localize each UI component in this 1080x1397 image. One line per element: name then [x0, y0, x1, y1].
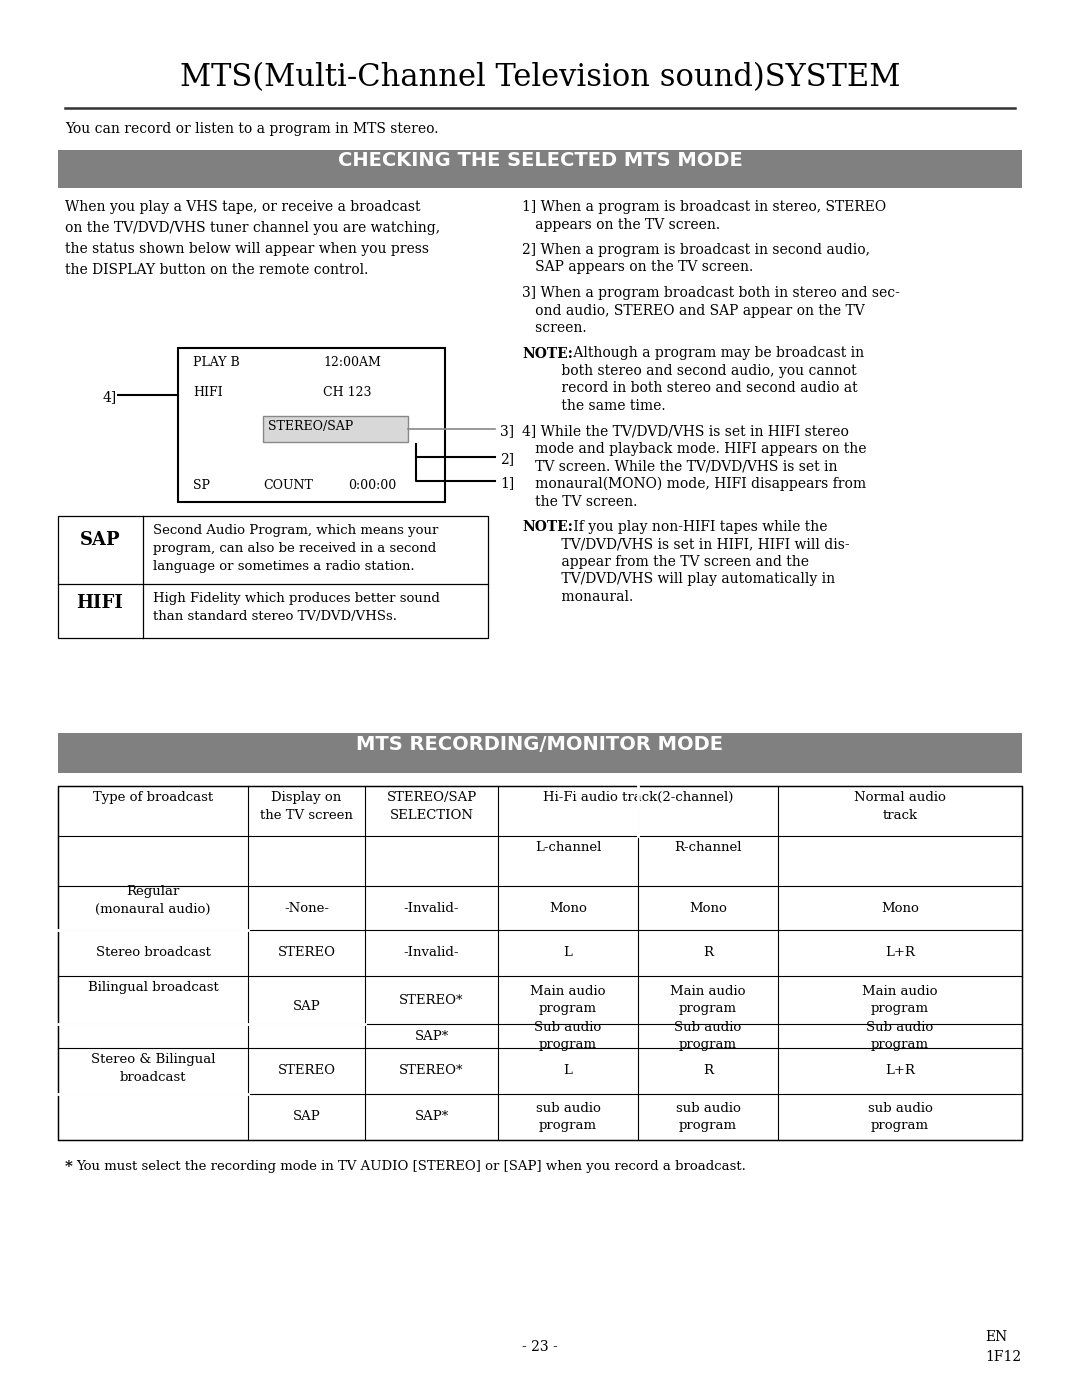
Text: Mono: Mono	[881, 901, 919, 915]
Text: Sub audio
program: Sub audio program	[535, 1021, 602, 1051]
Text: the same time.: the same time.	[522, 400, 665, 414]
Text: STEREO: STEREO	[278, 1065, 336, 1077]
Text: sub audio
program: sub audio program	[867, 1102, 932, 1132]
Text: MTS(Multi-Channel Television sound)SYSTEM: MTS(Multi-Channel Television sound)SYSTE…	[179, 61, 901, 94]
Text: SAP: SAP	[80, 531, 120, 549]
Text: STEREO/SAP
SELECTION: STEREO/SAP SELECTION	[387, 791, 476, 821]
Text: Main audio
program: Main audio program	[530, 985, 606, 1016]
Text: monaural(MONO) mode, HIFI disappears from: monaural(MONO) mode, HIFI disappears fro…	[522, 476, 866, 492]
Text: SAP*: SAP*	[415, 1030, 448, 1042]
Text: 3]: 3]	[500, 425, 514, 439]
Text: 4] While the TV/DVD/VHS is set in HIFI stereo: 4] While the TV/DVD/VHS is set in HIFI s…	[522, 425, 849, 439]
Text: Bilingual broadcast: Bilingual broadcast	[87, 981, 218, 995]
Text: PLAY B: PLAY B	[193, 356, 240, 369]
Text: R: R	[703, 947, 713, 960]
Text: You must select the recording mode in TV AUDIO [STEREO] or [SAP] when you record: You must select the recording mode in TV…	[76, 1160, 746, 1173]
Text: R: R	[703, 1065, 713, 1077]
Text: When you play a VHS tape, or receive a broadcast
on the TV/DVD/VHS tuner channel: When you play a VHS tape, or receive a b…	[65, 200, 441, 278]
Text: 2] When a program is broadcast in second audio,: 2] When a program is broadcast in second…	[522, 243, 870, 257]
Text: SAP*: SAP*	[415, 1111, 448, 1123]
Text: HIFI: HIFI	[77, 594, 123, 612]
Text: SP: SP	[193, 479, 210, 492]
Text: 12:00AM: 12:00AM	[323, 356, 381, 369]
Text: - 23 -: - 23 -	[522, 1340, 558, 1354]
Text: Type of broadcast: Type of broadcast	[93, 791, 213, 805]
Text: -Invalid-: -Invalid-	[404, 901, 459, 915]
Text: Main audio
program: Main audio program	[862, 985, 937, 1016]
Text: Hi-Fi audio track(2-channel): Hi-Fi audio track(2-channel)	[543, 791, 733, 805]
Text: Regular
(monaural audio): Regular (monaural audio)	[95, 884, 211, 915]
Text: ond audio, STEREO and SAP appear on the TV: ond audio, STEREO and SAP appear on the …	[522, 303, 865, 317]
Text: Display on
the TV screen: Display on the TV screen	[260, 791, 353, 821]
Text: SAP: SAP	[293, 1000, 321, 1013]
Text: sub audio
program: sub audio program	[536, 1102, 600, 1132]
Text: 0:00:00: 0:00:00	[348, 479, 396, 492]
Text: Sub audio
program: Sub audio program	[866, 1021, 933, 1051]
Text: L: L	[564, 947, 572, 960]
Text: TV/DVD/VHS will play automatically in: TV/DVD/VHS will play automatically in	[522, 573, 835, 587]
Text: STEREO*: STEREO*	[400, 1065, 463, 1077]
Text: 1]: 1]	[500, 476, 514, 490]
Text: record in both stereo and second audio at: record in both stereo and second audio a…	[522, 381, 858, 395]
Text: STEREO/SAP: STEREO/SAP	[268, 420, 353, 433]
Text: TV screen. While the TV/DVD/VHS is set in: TV screen. While the TV/DVD/VHS is set i…	[522, 460, 837, 474]
Text: HIFI: HIFI	[193, 386, 222, 400]
Text: Mono: Mono	[549, 901, 586, 915]
Text: 4]: 4]	[103, 390, 118, 404]
Text: appears on the TV screen.: appears on the TV screen.	[522, 218, 720, 232]
Text: appear from the TV screen and the: appear from the TV screen and the	[522, 555, 809, 569]
Bar	[58, 149, 1022, 189]
Text: EN: EN	[985, 1330, 1008, 1344]
Bar	[58, 733, 1022, 773]
Text: Although a program may be broadcast in: Although a program may be broadcast in	[569, 346, 864, 360]
Text: Second Audio Program, which means your
program, can also be received in a second: Second Audio Program, which means your p…	[153, 524, 438, 573]
Text: both stereo and second audio, you cannot: both stereo and second audio, you cannot	[522, 365, 856, 379]
Text: STEREO*: STEREO*	[400, 993, 463, 1006]
Text: Stereo & Bilingual
broadcast: Stereo & Bilingual broadcast	[91, 1053, 215, 1084]
Text: 2]: 2]	[500, 453, 514, 467]
Text: screen.: screen.	[522, 321, 586, 335]
Text: L+R: L+R	[886, 947, 915, 960]
Text: COUNT: COUNT	[264, 479, 313, 492]
Text: -None-: -None-	[284, 901, 329, 915]
Text: Mono: Mono	[689, 901, 727, 915]
Text: Sub audio
program: Sub audio program	[674, 1021, 742, 1051]
Bar	[178, 348, 445, 502]
Text: the TV screen.: the TV screen.	[522, 495, 637, 509]
Text: 1F12: 1F12	[985, 1350, 1021, 1363]
Text: mode and playback mode. HIFI appears on the: mode and playback mode. HIFI appears on …	[522, 441, 866, 455]
Text: STEREO: STEREO	[278, 947, 336, 960]
Text: R-channel: R-channel	[674, 841, 742, 854]
Text: SAP appears on the TV screen.: SAP appears on the TV screen.	[522, 260, 753, 274]
Text: L-channel: L-channel	[535, 841, 602, 854]
Text: High Fidelity which produces better sound
than standard stereo TV/DVD/VHSs.: High Fidelity which produces better soun…	[153, 592, 440, 623]
Bar	[58, 787, 1022, 1140]
Bar	[264, 416, 408, 441]
Text: monaural.: monaural.	[522, 590, 633, 604]
Text: TV/DVD/VHS is set in HIFI, HIFI will dis-: TV/DVD/VHS is set in HIFI, HIFI will dis…	[522, 538, 850, 552]
Text: 1] When a program is broadcast in stereo, STEREO: 1] When a program is broadcast in stereo…	[522, 200, 886, 214]
Text: MTS RECORDING/MONITOR MODE: MTS RECORDING/MONITOR MODE	[356, 735, 724, 754]
Text: NOTE:: NOTE:	[522, 346, 572, 360]
Text: L+R: L+R	[886, 1065, 915, 1077]
Text: 3] When a program broadcast both in stereo and sec-: 3] When a program broadcast both in ster…	[522, 286, 900, 300]
Text: sub audio
program: sub audio program	[676, 1102, 741, 1132]
Text: Main audio
program: Main audio program	[671, 985, 746, 1016]
Text: L: L	[564, 1065, 572, 1077]
Text: CHECKING THE SELECTED MTS MODE: CHECKING THE SELECTED MTS MODE	[338, 151, 742, 170]
Text: *: *	[65, 1160, 72, 1173]
Text: Normal audio
track: Normal audio track	[854, 791, 946, 821]
Text: SAP: SAP	[293, 1111, 321, 1123]
Text: -Invalid-: -Invalid-	[404, 947, 459, 960]
Text: Stereo broadcast: Stereo broadcast	[95, 947, 211, 960]
Text: If you play non-HIFI tapes while the: If you play non-HIFI tapes while the	[569, 520, 827, 534]
Bar	[58, 515, 488, 638]
Text: You can record or listen to a program in MTS stereo.: You can record or listen to a program in…	[65, 122, 438, 136]
Text: NOTE:: NOTE:	[522, 520, 572, 534]
Text: CH 123: CH 123	[323, 386, 372, 400]
